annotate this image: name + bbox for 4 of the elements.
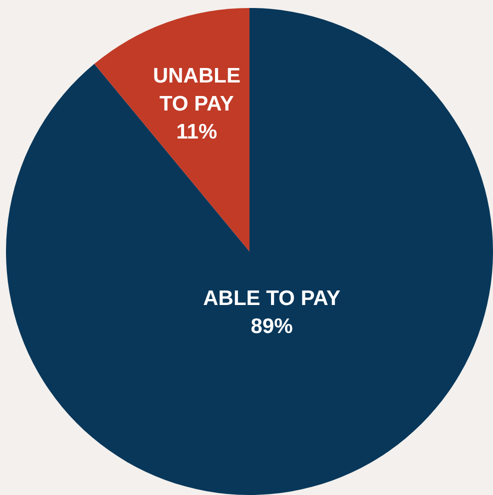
slice-label: UNABLE TO PAY (152, 64, 240, 116)
data-label: 89% (250, 315, 294, 338)
slice-label: ABLE TO PAY (203, 287, 340, 310)
data-label: 11% (176, 120, 218, 144)
